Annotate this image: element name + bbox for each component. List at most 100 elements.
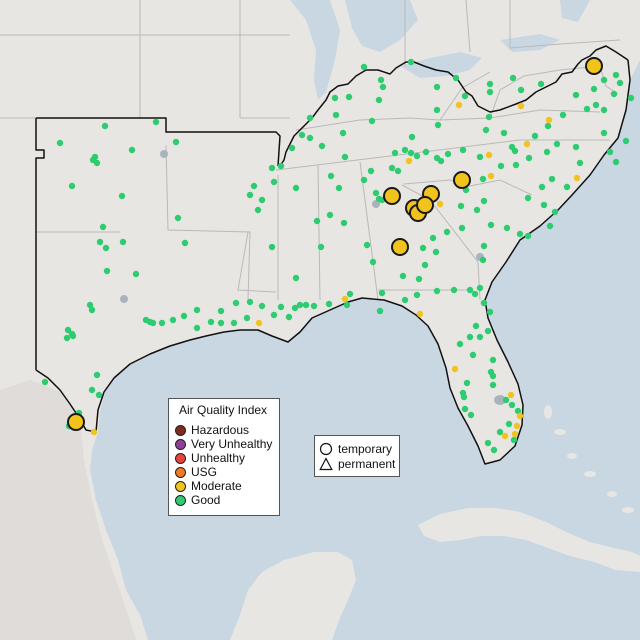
monitor-good-marker <box>616 79 624 87</box>
monitor-good-marker <box>459 146 467 154</box>
monitor-good-marker <box>93 371 101 379</box>
monitor-good-marker <box>95 391 103 399</box>
monitor-good-marker <box>452 74 460 82</box>
monitor-good-marker <box>510 436 518 444</box>
triangle-outline-icon <box>319 456 333 470</box>
monitor-good-marker <box>193 306 201 314</box>
monitor-good-marker <box>543 148 551 156</box>
legend-label: Unhealthy <box>191 451 246 465</box>
monitor-good-marker <box>450 286 458 294</box>
monitor-good-marker <box>69 332 77 340</box>
monitor-good-marker <box>503 224 511 232</box>
monitor-good-marker <box>128 146 136 154</box>
monitor-good-marker <box>306 114 314 122</box>
monitor-good-marker <box>41 378 49 386</box>
monitor-good-marker <box>516 230 524 238</box>
monitor-good-marker <box>64 326 72 334</box>
monitor-type-legend: temporary permanent <box>314 435 400 477</box>
monitor-good-marker <box>583 105 591 113</box>
monitor-good-marker <box>369 258 377 266</box>
monitor-moderate-large-marker <box>585 57 603 75</box>
monitor-good-marker <box>291 304 299 312</box>
monitor-good-marker <box>91 153 99 161</box>
monitor-good-marker <box>172 138 180 146</box>
monitor-good-marker <box>149 319 157 327</box>
monitor-moderate-marker <box>436 200 444 208</box>
monitor-moderate-marker <box>255 319 263 327</box>
monitor-good-marker <box>254 206 262 214</box>
monitor-good-marker <box>332 111 340 119</box>
monitor-good-marker <box>63 334 71 342</box>
monitor-good-marker <box>610 90 618 98</box>
monitor-good-marker <box>485 113 493 121</box>
monitor-good-marker <box>96 238 104 246</box>
monitor-good-marker <box>360 176 368 184</box>
monitor-good-marker <box>612 71 620 79</box>
monitor-good-marker <box>88 386 96 394</box>
legend-item-usg: USG <box>175 465 217 479</box>
monitor-good-marker <box>258 196 266 204</box>
monitor-good-marker <box>408 133 416 141</box>
monitor-good-marker <box>559 111 567 119</box>
legend-item-hazardous: Hazardous <box>175 423 249 437</box>
monitor-good-marker <box>576 159 584 167</box>
monitor-good-marker <box>537 80 545 88</box>
monitor-good-marker <box>327 172 335 180</box>
monitor-good-marker <box>443 228 451 236</box>
monitor-good-marker <box>479 256 487 264</box>
monitor-good-marker <box>415 275 423 283</box>
monitor-good-marker <box>473 206 481 214</box>
monitor-good-marker <box>118 192 126 200</box>
monitor-moderate-large-marker <box>416 196 434 214</box>
great-lakes <box>290 0 590 100</box>
monitor-good-marker <box>553 140 561 148</box>
legend-title: Air Quality Index <box>179 403 268 417</box>
monitor-good-marker <box>466 333 474 341</box>
legend-label: Very Unhealthy <box>191 437 273 451</box>
monitor-good-marker <box>372 189 380 197</box>
monitor-moderate-marker <box>487 172 495 180</box>
monitor-good-marker <box>246 298 254 306</box>
monitor-good-marker <box>207 318 215 326</box>
monitor-good-marker <box>246 191 254 199</box>
monitor-good-marker <box>433 83 441 91</box>
region-outline <box>35 45 631 465</box>
monitor-good-marker <box>378 289 386 297</box>
monitor-good-marker <box>401 296 409 304</box>
monitor-good-marker <box>367 167 375 175</box>
monitor-good-marker <box>444 150 452 158</box>
monitor-good-marker <box>457 202 465 210</box>
monitor-good-marker <box>476 333 484 341</box>
legend-label: Good <box>191 493 221 507</box>
monitor-good-marker <box>480 299 488 307</box>
monitor-good-marker <box>285 313 293 321</box>
monitor-good-marker <box>339 129 347 137</box>
good-swatch-icon <box>175 494 186 506</box>
monitor-good-marker <box>524 194 532 202</box>
moderate-swatch-icon <box>175 480 186 492</box>
monitor-good-marker <box>407 58 415 66</box>
monitor-moderate-marker <box>517 102 525 110</box>
monitor-good-marker <box>345 93 353 101</box>
monitor-good-marker <box>346 290 354 298</box>
monitor-good-marker <box>413 152 421 160</box>
monitor-good-marker <box>93 159 101 167</box>
monitor-good-marker <box>119 238 127 246</box>
monitor-good-marker <box>99 223 107 231</box>
monitor-good-marker <box>318 142 326 150</box>
monitor-good-marker <box>270 311 278 319</box>
monitor-moderate-marker <box>516 412 524 420</box>
monitor-good-marker <box>377 76 385 84</box>
legend-item-moderate: Moderate <box>175 479 242 493</box>
monitor-good-marker <box>486 308 494 316</box>
monitor-good-marker <box>600 129 608 137</box>
monitor-good-marker <box>517 86 525 94</box>
monitor-good-marker <box>590 85 598 93</box>
monitor-good-marker <box>544 122 552 130</box>
monitor-good-marker <box>360 63 368 71</box>
monitor-good-marker <box>627 94 635 102</box>
monitor-moderate-marker <box>545 116 553 124</box>
land-yucatan <box>230 552 356 640</box>
monitor-good-marker <box>341 153 349 161</box>
